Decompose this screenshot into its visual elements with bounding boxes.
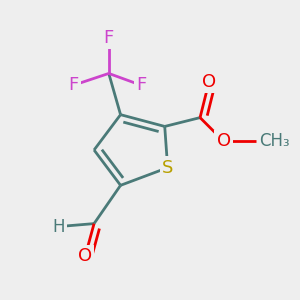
Text: H: H [52, 218, 65, 236]
Text: O: O [217, 132, 231, 150]
Text: CH₃: CH₃ [259, 132, 290, 150]
Text: S: S [162, 159, 173, 177]
Text: F: F [104, 29, 114, 47]
Text: F: F [136, 76, 146, 94]
Text: O: O [202, 73, 216, 91]
Text: F: F [68, 76, 79, 94]
Text: O: O [78, 247, 92, 265]
